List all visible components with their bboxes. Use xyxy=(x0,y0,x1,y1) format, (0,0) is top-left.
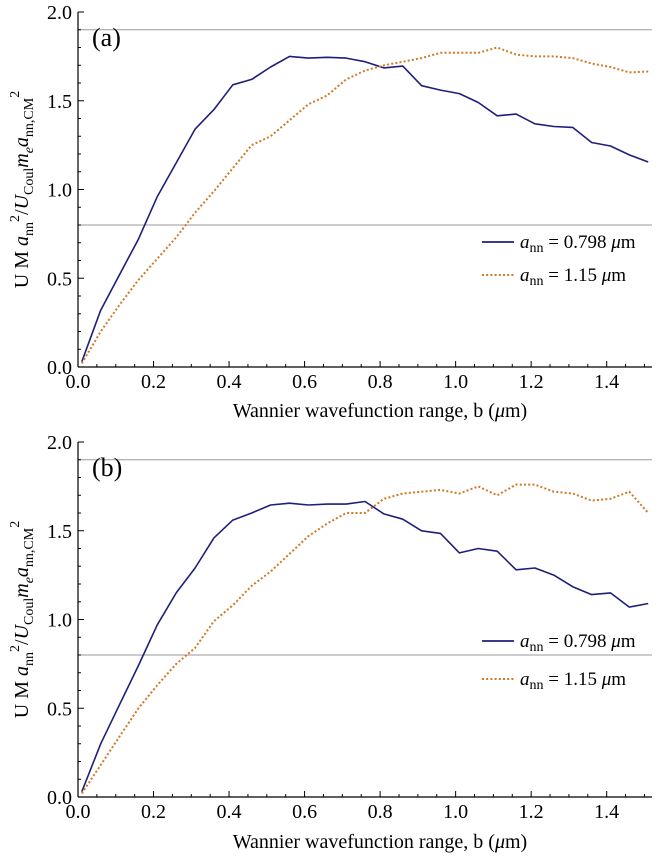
x-axis-title: Wannier wavefunction range, b (μm) xyxy=(233,831,527,853)
legend-label: ann = 1.15 μm xyxy=(520,265,626,289)
y-tick-label: 1.0 xyxy=(47,180,72,202)
x-tick-label: 0.0 xyxy=(66,371,91,393)
chart-panel-a: 0.0 0.5 1.0 1.5 2.0 0.0 0.2 0.4 0.6 0.8 1.0 1.2 1.4 W… xyxy=(8,2,652,422)
chart-panel-b: 0.0 0.5 1.0 1.5 2.0 0.0 0.2 0.4 0.6 0.8 1.0 1.2 1.4 W… xyxy=(8,432,652,853)
y-tick-label: 2.0 xyxy=(47,432,72,454)
legend-entry-ann-0798: ann = 0.798 μm xyxy=(482,631,636,655)
series-line-ann-0798 xyxy=(81,500,649,792)
y-tick-label: 1.0 xyxy=(47,610,72,632)
x-tick-label: 1.0 xyxy=(443,801,468,823)
y-tick-label: 1.5 xyxy=(47,91,72,113)
x-tick-label: 0.2 xyxy=(141,371,166,393)
series-line-ann-115 xyxy=(80,483,649,795)
x-tick-label: 0.2 xyxy=(141,801,166,823)
y-tick-label: 0.0 xyxy=(47,787,72,809)
y-tick-label: 0.5 xyxy=(47,268,72,290)
x-tick-label: 0.8 xyxy=(368,801,393,823)
x-tick-label: 1.2 xyxy=(519,371,544,393)
x-tick-label: 1.4 xyxy=(594,371,619,393)
legend-entry-ann-115: ann = 1.15 μm xyxy=(482,265,626,289)
y-tick-label: 1.5 xyxy=(47,521,72,543)
y-tick-label: 0.5 xyxy=(47,698,72,720)
legend-entry-ann-0798: ann = 0.798 μm xyxy=(482,232,636,256)
series-line-ann-115 xyxy=(80,46,649,364)
x-tick-label: 0.4 xyxy=(217,371,242,393)
series-line-ann-0798 xyxy=(81,55,649,362)
legend-label: ann = 0.798 μm xyxy=(520,631,636,655)
legend-label: ann = 0.798 μm xyxy=(520,232,636,256)
x-tick-label: 1.4 xyxy=(594,801,619,823)
x-tick-label: 0.6 xyxy=(292,371,317,393)
y-tick-label: 2.0 xyxy=(47,2,72,24)
x-tick-label: 0.6 xyxy=(292,801,317,823)
y-tick-label: 0.0 xyxy=(47,357,72,379)
x-tick-label: 0.0 xyxy=(66,801,91,823)
panel-label: (b) xyxy=(92,453,122,482)
x-tick-label: 0.4 xyxy=(217,801,242,823)
panel-label: (a) xyxy=(92,23,121,52)
y-axis-title: U M ann2/UCoulmeann,CM2 xyxy=(8,521,37,718)
x-tick-label: 1.0 xyxy=(443,371,468,393)
x-tick-label: 1.2 xyxy=(519,801,544,823)
x-tick-label: 0.8 xyxy=(368,371,393,393)
x-axis-title: Wannier wavefunction range, b (μm) xyxy=(233,400,527,422)
legend-entry-ann-115: ann = 1.15 μm xyxy=(482,669,626,693)
legend-label: ann = 1.15 μm xyxy=(520,669,626,693)
y-axis-title: U M ann2/UCoulmeann,CM2 xyxy=(8,91,37,288)
